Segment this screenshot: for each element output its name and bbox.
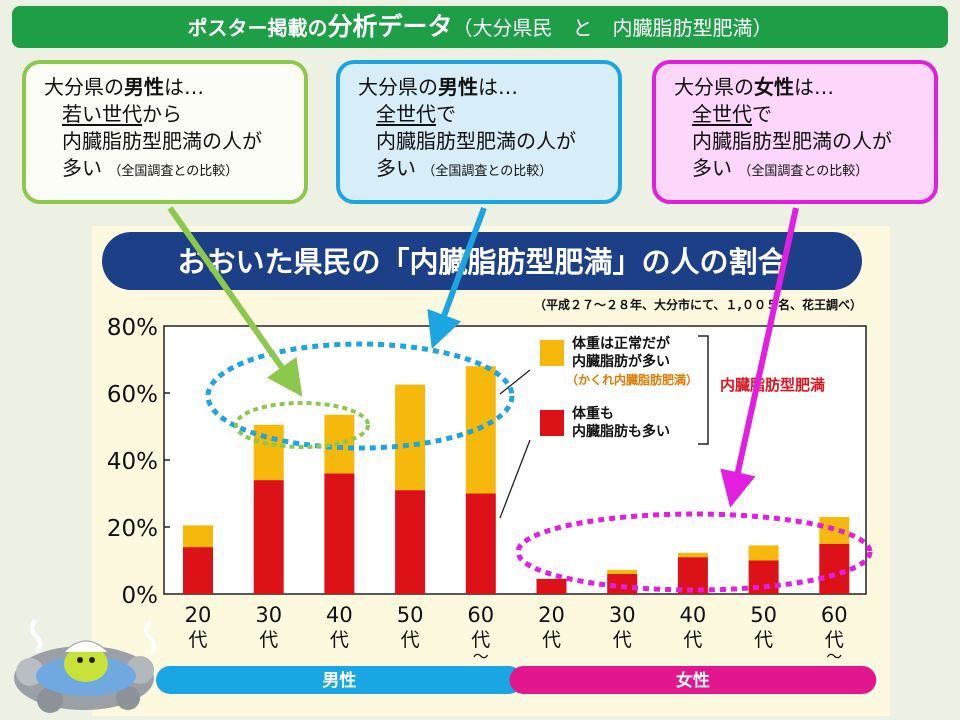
callout-text: は… xyxy=(164,75,204,99)
bar-visceral xyxy=(607,573,638,594)
legend-label: 内臓脂肪も多い xyxy=(572,423,670,440)
callout-gender: 女性 xyxy=(754,75,794,99)
callout-text: 大分県の xyxy=(358,75,438,99)
x-tick-label: 60 xyxy=(821,603,848,627)
callout-note: （全国調査との比較） xyxy=(738,164,869,179)
x-tick-label: ～ xyxy=(826,647,842,666)
callout-text: 大分県の xyxy=(674,75,754,99)
callout-text: は… xyxy=(478,75,518,99)
callout-note: （全国調査との比較） xyxy=(108,164,239,179)
callout-text: 内臓脂肪型肥満の人が xyxy=(62,129,262,153)
x-tick-label: 代 xyxy=(188,629,207,651)
x-tick-label: 代 xyxy=(401,629,420,651)
legend-label: 体重は正常だが xyxy=(572,335,671,352)
x-tick-label: 30 xyxy=(609,603,636,627)
bar-visceral xyxy=(253,480,284,594)
x-tick-label: 40 xyxy=(326,603,353,627)
bar-visceral xyxy=(677,557,708,594)
callout-female-all: 大分県の女性は… 全世代で 内臓脂肪型肥満の人が 多い （全国調査との比較） xyxy=(652,60,938,204)
bar-hidden xyxy=(395,384,426,491)
x-tick-label: 代 xyxy=(825,629,844,651)
legend-swatch-visceral xyxy=(540,410,564,436)
x-tick-label: 50 xyxy=(750,603,777,627)
bar-hidden xyxy=(183,525,213,548)
banner-text-1: ポスター掲載の xyxy=(187,16,328,40)
callout-male-all: 大分県の男性は… 全世代で 内臓脂肪型肥満の人が 多い （全国調査との比較） xyxy=(336,60,622,204)
callout-text: は… xyxy=(794,75,834,99)
chart-panel: おおいた県民の「内臓脂肪型肥満」の人の割合 （平成２７～２８年、大分市にて、１,０… xyxy=(92,226,890,716)
bar-visceral xyxy=(465,493,496,594)
bar-hidden xyxy=(324,414,355,474)
chart-title: おおいた県民の「内臓脂肪型肥満」の人の割合 xyxy=(177,245,786,279)
legend-pointer xyxy=(499,439,531,519)
x-tick-label: 20 xyxy=(185,603,212,627)
group-label: 男性 xyxy=(322,670,356,691)
callout-gender: 男性 xyxy=(124,75,164,99)
chart: おおいた県民の「内臓脂肪型肥満」の人の割合 （平成２７～２８年、大分市にて、１,０… xyxy=(102,232,877,694)
onsen-mascot-icon xyxy=(14,618,156,713)
banner-text-2: 分析データ xyxy=(327,12,453,41)
y-tick-label: 20% xyxy=(107,516,158,542)
callout-text: で xyxy=(436,102,456,126)
x-tick-label: 60 xyxy=(467,603,494,627)
legend-label: （かくれ内臓脂肪肥満） xyxy=(566,372,698,387)
callout-text: 大分県の xyxy=(44,75,124,99)
bar-visceral xyxy=(183,547,213,594)
x-tick-label: 代 xyxy=(330,629,349,651)
legend-bracket-label: 内臓脂肪型肥満 xyxy=(720,376,825,394)
legend-label: 体重も xyxy=(572,405,614,422)
bar-visceral xyxy=(536,578,567,594)
callout-note: （全国調査との比較） xyxy=(422,164,553,179)
x-tick-label: 40 xyxy=(680,603,707,627)
y-tick-label: 60% xyxy=(107,382,158,408)
legend-bracket xyxy=(698,335,709,445)
male-group-pill xyxy=(156,666,523,694)
callout-text: 多い xyxy=(376,156,416,180)
x-tick-label: 50 xyxy=(397,603,424,627)
x-tick-label: 代 xyxy=(542,629,561,651)
female-group-pill xyxy=(509,666,877,694)
x-tick-label: ～ xyxy=(473,647,489,666)
bar-visceral xyxy=(819,543,850,594)
x-tick-label: 代 xyxy=(471,629,490,651)
chart-subtitle: （平成２７～２８年、大分市にて、１,００５名、花王調べ） xyxy=(534,297,862,312)
callout-text: 多い xyxy=(62,156,102,180)
x-tick-label: 代 xyxy=(683,629,702,651)
header-banner: ポスター掲載の分析データ（大分県民 と 内臓脂肪型肥満） xyxy=(12,6,948,48)
x-tick-label: 30 xyxy=(255,603,282,627)
callout-underlined: 全世代 xyxy=(376,102,436,126)
callout-text: から xyxy=(142,102,182,126)
bar-hidden xyxy=(607,569,638,574)
bar-visceral xyxy=(395,490,426,594)
y-tick-label: 0% xyxy=(122,583,159,609)
callout-text: で xyxy=(752,102,772,126)
bar-hidden xyxy=(748,545,779,561)
bar-visceral xyxy=(324,473,355,594)
callout-text: 内臓脂肪型肥満の人が xyxy=(376,129,576,153)
x-tick-label: 代 xyxy=(613,629,632,651)
bar-hidden xyxy=(253,424,284,481)
callout-text: 多い xyxy=(692,156,732,180)
callout-text: 内臓脂肪型肥満の人が xyxy=(692,129,892,153)
callout-gender: 男性 xyxy=(438,75,478,99)
bar-visceral xyxy=(748,560,779,594)
bar-hidden xyxy=(819,516,850,544)
x-tick-label: 20 xyxy=(538,603,565,627)
x-tick-label: 代 xyxy=(259,629,278,651)
bar-hidden xyxy=(677,552,708,558)
callout-male-young: 大分県の男性は… 若い世代から 内臓脂肪型肥満の人が 多い （全国調査との比較） xyxy=(22,60,308,204)
y-tick-label: 80% xyxy=(107,315,158,341)
callout-underlined: 若い世代 xyxy=(62,102,142,126)
x-tick-label: 代 xyxy=(754,629,773,651)
callout-underlined: 全世代 xyxy=(692,102,752,126)
banner-text-3: （大分県民 と 内臓脂肪型肥満） xyxy=(452,16,773,40)
group-label: 女性 xyxy=(676,670,710,691)
legend-label: 内臓脂肪が多い xyxy=(572,353,670,370)
bar-hidden xyxy=(465,366,496,494)
legend-swatch-hidden xyxy=(540,340,564,366)
y-tick-label: 40% xyxy=(107,449,158,475)
